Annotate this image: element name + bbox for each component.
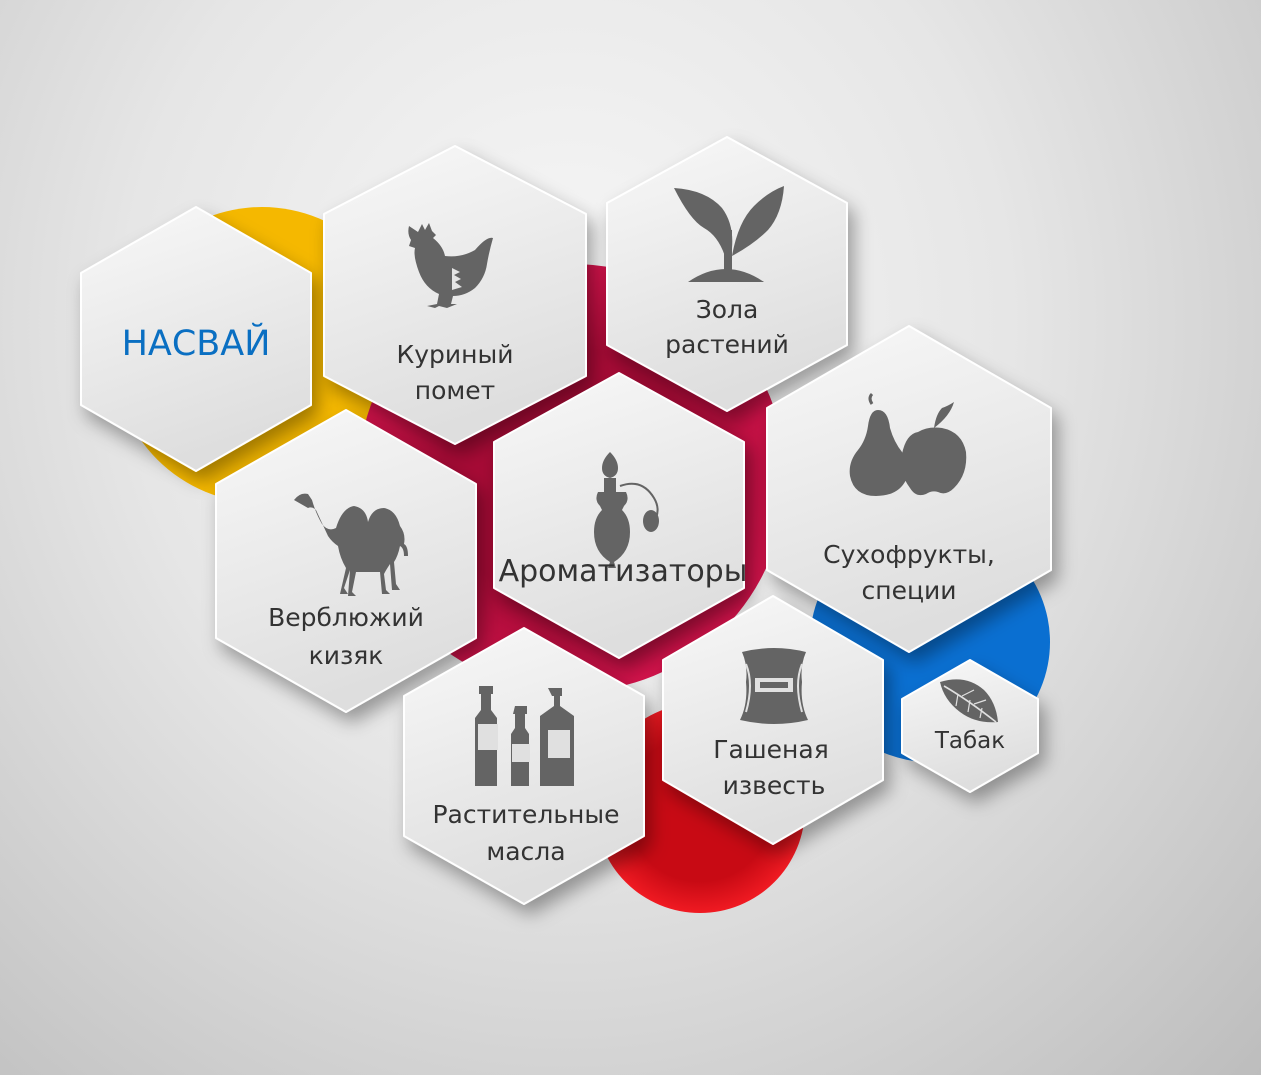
item-label-line-1: Верблюжий — [268, 603, 424, 632]
hex-tile-fruits: Сухофрукты, специи — [766, 325, 1052, 653]
hex-tile-lime: Гашеная известь — [662, 595, 884, 845]
hex-shape — [901, 659, 1039, 793]
sack-icon — [740, 648, 808, 724]
item-label-line-2: помет — [415, 376, 495, 405]
hex-title-tile: НАСВАЙ — [80, 206, 312, 472]
chicken-icon — [408, 223, 493, 308]
item-label-line-1: Куриный — [397, 340, 514, 369]
item-label-line-2: кизяк — [309, 641, 384, 670]
pear-apple-icon — [849, 392, 967, 496]
perfume-bottle-icon — [594, 452, 659, 568]
hex-tile-chicken: Куриный помет — [323, 145, 587, 445]
hex-shape — [80, 206, 312, 472]
item-label-line-1: Сухофрукты, — [823, 540, 995, 569]
item-label-line-1: Растительные — [432, 800, 619, 829]
item-label-line-2: масла — [486, 837, 565, 866]
item-label-line-1: Табак — [934, 728, 1005, 754]
hex-tile-oils: Растительные масла — [403, 627, 645, 905]
bottles-icon — [475, 686, 574, 786]
diagram-title: НАСВАЙ — [122, 322, 271, 364]
item-label-line-2: специи — [862, 576, 957, 605]
item-label-line-1: Гашеная — [713, 735, 829, 764]
hex-tile-aroma: Ароматизаторы — [493, 372, 748, 659]
item-label-line-1: Ароматизаторы — [499, 554, 748, 589]
hex-tile-ash: Зола растений — [606, 136, 848, 412]
item-label-line-1: Зола — [696, 295, 759, 324]
sprout-icon — [674, 186, 784, 282]
item-label-line-2: растений — [665, 330, 789, 359]
item-label-line-2: известь — [723, 771, 826, 800]
camel-icon — [294, 493, 408, 596]
hex-shape — [766, 325, 1052, 653]
tobacco-leaf-icon — [940, 679, 998, 723]
hex-tile-camel: Верблюжий кизяк — [215, 409, 477, 713]
hex-tile-tobacco: Табак — [901, 659, 1039, 793]
